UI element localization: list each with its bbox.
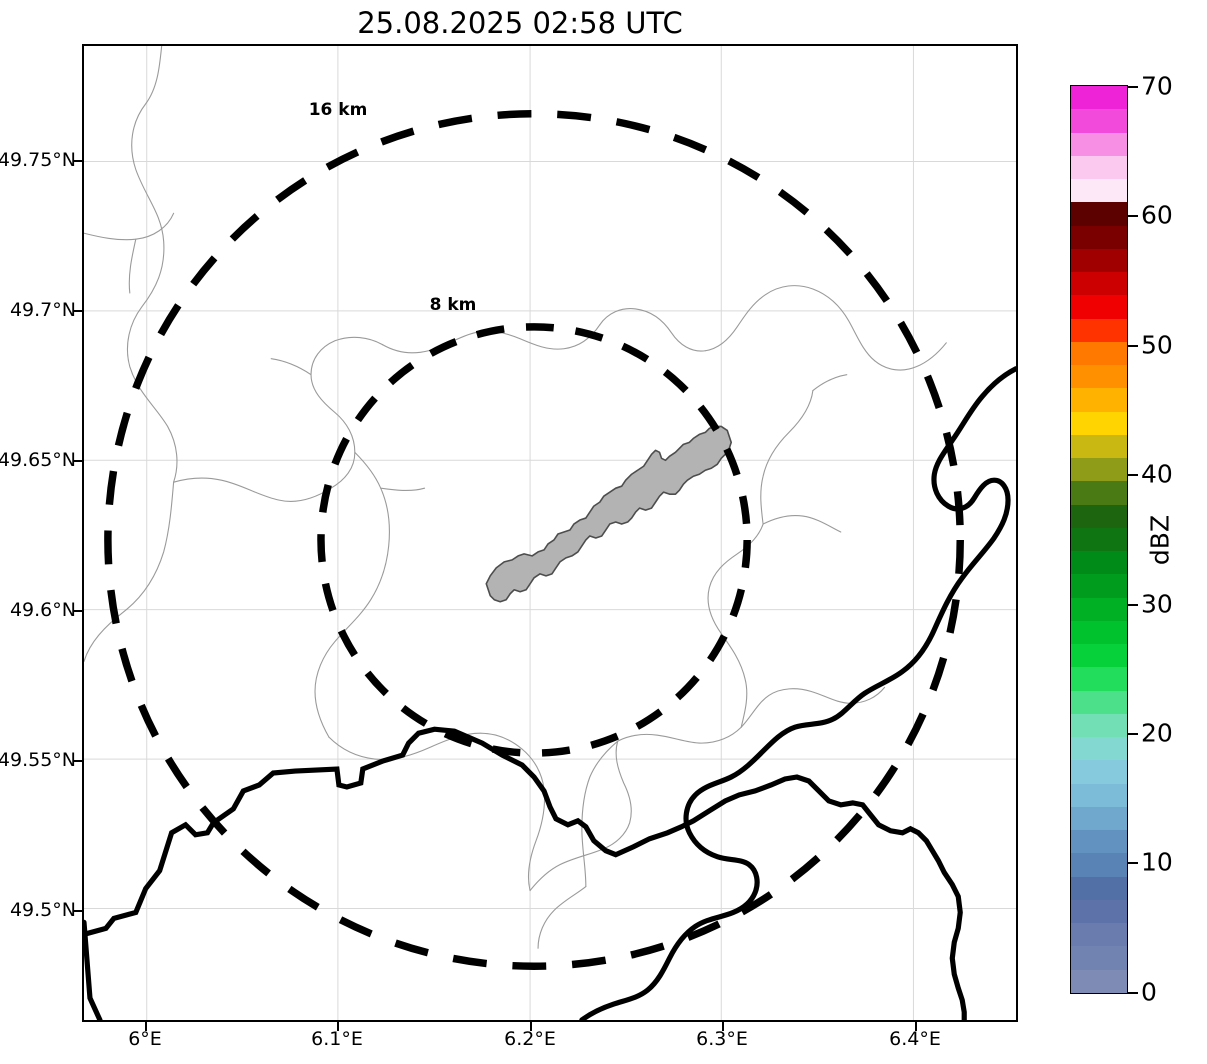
colorbar-band: [1071, 434, 1127, 458]
colorbar-band: [1071, 481, 1127, 505]
y-axis-tick-label: 49.5°N: [9, 899, 76, 921]
y-tickmark: [73, 610, 82, 612]
colorbar-band: [1071, 504, 1127, 528]
x-axis-tick-label: 6.1°E: [311, 1028, 363, 1050]
colorbar-tickmark: [1127, 86, 1138, 88]
colorbar-band: [1071, 109, 1127, 133]
x-axis-tick-label: 6.4°E: [889, 1028, 941, 1050]
y-axis-tick-label: 49.6°N: [9, 599, 76, 621]
colorbar-tickmark: [1127, 215, 1138, 217]
colorbar-band: [1071, 202, 1127, 226]
colorbar-band: [1071, 574, 1127, 598]
colorbar-tickmark: [1127, 733, 1138, 735]
page-title: 25.08.2025 02:58 UTC: [357, 6, 683, 40]
y-axis-tick-label: 49.7°N: [9, 299, 76, 321]
colorbar-band: [1071, 341, 1127, 365]
colorbar-tick-label: 60: [1141, 200, 1173, 230]
y-axis-tick-label: 49.75°N: [0, 149, 76, 171]
colorbar-band: [1071, 946, 1127, 970]
colorbar-axis-label: dBZ: [1145, 514, 1175, 566]
grid-lines: [84, 46, 1016, 1020]
y-tickmark: [73, 460, 82, 462]
colorbar-band: [1071, 806, 1127, 830]
colorbar-band: [1071, 737, 1127, 761]
y-tickmark: [73, 310, 82, 312]
colorbar-band: [1071, 411, 1127, 435]
colorbar-band: [1071, 318, 1127, 342]
colorbar-tickmark: [1127, 345, 1138, 347]
y-tickmark: [73, 760, 82, 762]
colorbar-band: [1071, 365, 1127, 389]
range-ring-label-16km: 16 km: [308, 100, 368, 120]
district-boundaries: [84, 46, 947, 949]
colorbar-band: [1071, 713, 1127, 737]
colorbar-band: [1071, 527, 1127, 551]
city-polygon: [485, 425, 733, 603]
range-ring-label-8km: 8 km: [429, 295, 477, 315]
colorbar-band: [1071, 597, 1127, 621]
colorbar-tickmark: [1127, 474, 1138, 476]
colorbar-band: [1071, 458, 1127, 482]
colorbar-tick-label: 0: [1141, 977, 1157, 1007]
colorbar-band: [1071, 179, 1127, 203]
colorbar-band: [1071, 760, 1127, 784]
y-axis-tick-label: 49.65°N: [0, 449, 76, 471]
colorbar-tick-label: 30: [1141, 589, 1173, 619]
colorbar-band: [1071, 853, 1127, 877]
y-tickmark: [73, 160, 82, 162]
colorbar-band: [1071, 830, 1127, 854]
national-border-south: [84, 726, 967, 1020]
colorbar-band: [1071, 155, 1127, 179]
colorbar-tick-label: 50: [1141, 330, 1173, 360]
colorbar-band: [1071, 876, 1127, 900]
colorbar-band: [1071, 388, 1127, 412]
x-tickmark: [337, 1022, 339, 1031]
colorbar-band: [1071, 86, 1127, 110]
radar-map-plot[interactable]: 16 km 8 km: [82, 44, 1018, 1022]
colorbar-band: [1071, 923, 1127, 947]
colorbar-tickmark: [1127, 992, 1138, 994]
colorbar-tick-label: 20: [1141, 718, 1173, 748]
colorbar-tickmark: [1127, 604, 1138, 606]
x-axis-tick-label: 6.3°E: [696, 1028, 748, 1050]
colorbar-tick-label: 40: [1141, 459, 1173, 489]
x-axis-tick-label: 6.2°E: [504, 1028, 556, 1050]
x-tickmark: [722, 1022, 724, 1031]
colorbar-band: [1071, 690, 1127, 714]
x-tickmark: [145, 1022, 147, 1031]
map-canvas: [84, 46, 1016, 1020]
colorbar-band: [1071, 248, 1127, 272]
colorbar-band: [1071, 295, 1127, 319]
colorbar-band: [1071, 644, 1127, 668]
x-axis-tick-label: 6°E: [128, 1028, 162, 1050]
colorbar-tickmark: [1127, 862, 1138, 864]
colorbar-band: [1071, 551, 1127, 575]
x-tickmark: [915, 1022, 917, 1031]
colorbar-band: [1071, 667, 1127, 691]
colorbar[interactable]: [1070, 85, 1128, 994]
colorbar-band: [1071, 620, 1127, 644]
colorbar-band: [1071, 132, 1127, 156]
y-tickmark: [73, 910, 82, 912]
colorbar-band: [1071, 272, 1127, 296]
range-ring-8km: [317, 323, 751, 757]
colorbar-band: [1071, 899, 1127, 923]
range-ring-16km: [104, 109, 964, 970]
colorbar-tick-label: 70: [1141, 71, 1173, 101]
x-tickmark: [530, 1022, 532, 1031]
colorbar-tick-label: 10: [1141, 847, 1173, 877]
colorbar-band: [1071, 225, 1127, 249]
colorbar-band: [1071, 969, 1127, 993]
y-axis-tick-label: 49.55°N: [0, 749, 76, 771]
colorbar-band: [1071, 783, 1127, 807]
